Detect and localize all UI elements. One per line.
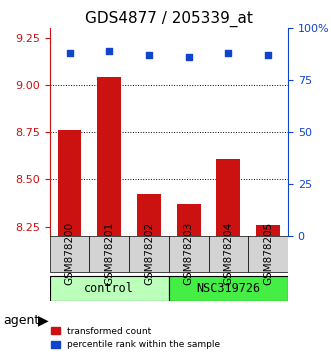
Text: GSM878202: GSM878202 [144, 222, 154, 285]
Text: GSM878201: GSM878201 [104, 222, 114, 285]
Text: GSM878203: GSM878203 [184, 222, 194, 285]
Point [67, 50, 72, 56]
Text: GSM878205: GSM878205 [263, 222, 273, 285]
FancyBboxPatch shape [248, 236, 288, 272]
Bar [97, 78, 121, 236]
Point [226, 50, 231, 56]
Text: control: control [84, 282, 134, 295]
Title: GDS4877 / 205339_at: GDS4877 / 205339_at [85, 11, 253, 27]
Bar [137, 194, 161, 236]
Text: agent: agent [3, 314, 40, 327]
Point [107, 48, 112, 54]
FancyBboxPatch shape [209, 236, 248, 272]
FancyBboxPatch shape [89, 236, 129, 272]
Text: GSM878204: GSM878204 [223, 222, 233, 285]
FancyBboxPatch shape [169, 276, 288, 301]
Point [265, 52, 271, 58]
Bar [256, 225, 280, 236]
Bar [177, 204, 201, 236]
Text: NSC319726: NSC319726 [196, 282, 260, 295]
FancyBboxPatch shape [129, 236, 169, 272]
Legend: transformed count, percentile rank within the sample: transformed count, percentile rank withi… [48, 323, 224, 353]
Point [146, 52, 152, 58]
Text: ▶: ▶ [38, 313, 49, 327]
FancyBboxPatch shape [169, 236, 209, 272]
FancyBboxPatch shape [50, 236, 89, 272]
Bar [58, 130, 81, 236]
FancyBboxPatch shape [50, 276, 169, 301]
Bar [216, 159, 240, 236]
Point [186, 55, 191, 60]
Text: GSM878200: GSM878200 [65, 222, 74, 285]
